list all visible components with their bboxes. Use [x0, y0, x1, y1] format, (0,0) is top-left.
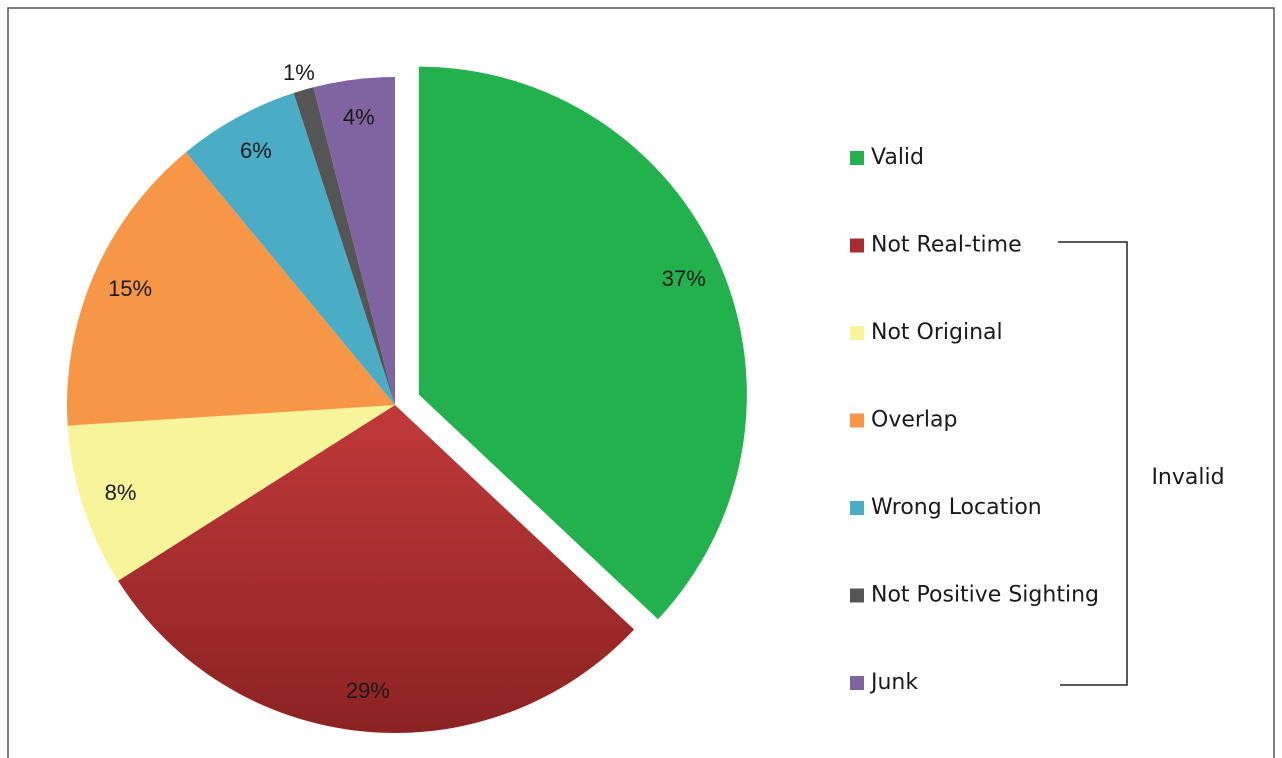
annotation: Invalid	[1151, 465, 1224, 490]
data-label: 1%	[283, 60, 315, 85]
legend-swatch	[850, 501, 864, 515]
legend-swatch	[850, 238, 864, 253]
legend-swatch	[850, 588, 864, 603]
data-label: 37%	[662, 266, 706, 291]
legend-label: Not Positive Sighting	[871, 583, 1099, 608]
pie-slice	[185, 93, 395, 405]
legend-label: Overlap	[871, 408, 957, 433]
legend-label: Wrong Location	[871, 495, 1042, 520]
pie-slice	[67, 405, 396, 581]
pie-slice	[293, 87, 395, 406]
pie-slice	[118, 405, 635, 733]
pie-slice	[66, 152, 395, 426]
legend-label: Not Real-time	[871, 233, 1022, 258]
legend-label: Not Original	[871, 320, 1003, 345]
legend-swatch	[850, 151, 864, 165]
legend-swatch	[850, 676, 864, 690]
legend-label: Valid	[871, 145, 924, 170]
frame	[7, 7, 1275, 758]
bracket	[1058, 241, 1128, 686]
data-label: 15%	[108, 276, 152, 301]
legend-label: Junk	[869, 670, 918, 695]
data-label: 6%	[240, 138, 272, 163]
data-label: 29%	[346, 678, 390, 703]
data-label: 8%	[105, 480, 137, 505]
data-label: 4%	[343, 104, 375, 129]
pie-slice	[418, 66, 747, 620]
legend-swatch	[850, 326, 864, 340]
pie-slice	[313, 77, 395, 405]
legend-swatch	[850, 413, 864, 428]
